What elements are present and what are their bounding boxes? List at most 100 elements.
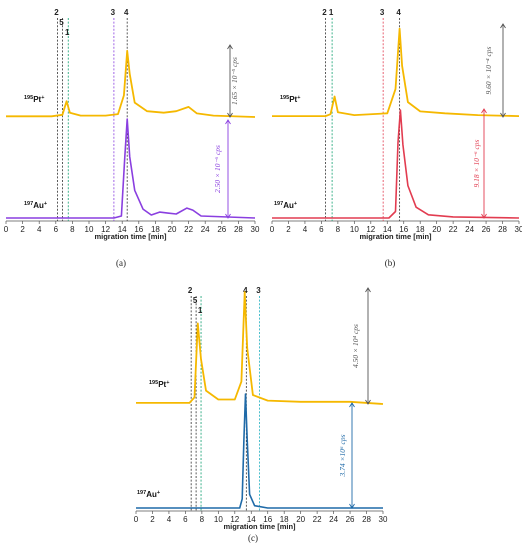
x-tick-label: 8	[336, 225, 341, 234]
peak-marker-label: 1	[65, 28, 70, 37]
x-tick-label: 4	[303, 225, 308, 234]
peak-marker-label: 5	[59, 18, 64, 27]
peak-marker-label: 2	[188, 286, 193, 295]
scale-arrow-top	[365, 287, 371, 293]
x-tick-label: 24	[329, 515, 338, 524]
x-tick-label: 26	[217, 225, 226, 234]
x-tick-label: 16	[134, 225, 143, 234]
series-line-pt	[6, 49, 256, 118]
scale-label: 3.74 ×10⁶ cps	[338, 434, 347, 477]
x-tick-label: 26	[346, 515, 355, 524]
x-axis-label: migration time [min]	[359, 232, 432, 241]
scale-arrow-bottom	[227, 112, 233, 118]
panel-label: (c)	[248, 533, 258, 543]
x-tick-label: 16	[263, 515, 272, 524]
peak-marker-label: 3	[111, 8, 116, 17]
x-tick-label: 22	[313, 515, 322, 524]
x-tick-label: 6	[319, 225, 324, 234]
x-tick-label: 12	[101, 225, 110, 234]
x-axis-label: migration time [min]	[94, 232, 167, 241]
peak-marker-label: 5	[193, 296, 198, 305]
series-line-au	[6, 118, 256, 219]
peak-marker-label: 2	[322, 8, 327, 17]
x-tick-label: 22	[449, 225, 458, 234]
scale-label: 9.18 × 10⁻⁶ cps	[472, 139, 481, 187]
scale-arrow-bottom	[500, 112, 506, 118]
x-tick-label: 28	[498, 225, 507, 234]
x-tick-label: 2	[150, 515, 155, 524]
series-line-pt	[272, 27, 520, 117]
scale-label: 4.50 × 10⁴ cps	[351, 324, 360, 368]
scale-label: 2.50 × 10⁻⁶ cps	[213, 145, 222, 193]
peak-marker-label: 2	[54, 8, 59, 17]
x-tick-label: 14	[118, 225, 127, 234]
x-tick-label: 30	[379, 515, 388, 524]
x-tick-label: 30	[251, 225, 260, 234]
x-tick-label: 4	[167, 515, 172, 524]
ion-label-pt: 195Pt+	[280, 95, 300, 104]
series-line-au	[272, 109, 520, 219]
x-tick-label: 12	[230, 515, 239, 524]
x-tick-label: 28	[234, 225, 243, 234]
scale-arrow-top	[225, 119, 231, 125]
x-tick-label: 6	[54, 225, 59, 234]
x-tick-label: 18	[280, 515, 289, 524]
peak-marker-label: 4	[243, 286, 248, 295]
series-line-au	[136, 393, 383, 509]
x-axis-label: migration time [min]	[223, 522, 296, 531]
ion-label-au: 197Au+	[274, 201, 297, 210]
x-tick-label: 20	[432, 225, 441, 234]
scale-label: 1.65 × 10⁻⁵ cps	[230, 57, 239, 105]
x-tick-label: 22	[184, 225, 193, 234]
x-tick-label: 0	[270, 225, 275, 234]
scale-arrow-bottom	[481, 213, 487, 219]
x-tick-label: 0	[4, 225, 9, 234]
x-tick-label: 12	[366, 225, 375, 234]
scale-arrow-bottom	[349, 503, 355, 509]
ion-label-au: 197Au+	[24, 201, 47, 210]
scale-arrow-bottom	[225, 213, 231, 219]
x-tick-label: 8	[200, 515, 205, 524]
ion-label-au: 197Au+	[137, 490, 160, 499]
panel-label: (a)	[116, 258, 126, 268]
x-tick-label: 14	[383, 225, 392, 234]
x-tick-label: 14	[247, 515, 256, 524]
peak-marker-label: 3	[380, 8, 385, 17]
x-tick-label: 30	[515, 225, 522, 234]
scale-arrow-top	[227, 44, 233, 50]
scale-arrow-bottom	[365, 399, 371, 405]
series-line-pt	[136, 291, 384, 405]
x-tick-label: 20	[296, 515, 305, 524]
scale-arrow-top	[481, 108, 487, 114]
peak-marker-label: 4	[396, 8, 401, 17]
x-tick-label: 18	[151, 225, 160, 234]
x-tick-label: 28	[362, 515, 371, 524]
peak-marker-label: 1	[329, 8, 334, 17]
x-tick-label: 2	[20, 225, 25, 234]
x-tick-label: 0	[134, 515, 139, 524]
x-tick-label: 10	[85, 225, 94, 234]
x-tick-label: 24	[201, 225, 210, 234]
x-tick-label: 6	[183, 515, 188, 524]
scale-arrow-top	[500, 23, 506, 29]
x-tick-label: 24	[465, 225, 474, 234]
x-tick-label: 18	[416, 225, 425, 234]
scale-label: 9.60 × 10⁻⁴ cps	[484, 46, 493, 94]
peak-marker-label: 4	[124, 8, 129, 17]
panel-label: (b)	[385, 258, 396, 268]
x-tick-label: 2	[286, 225, 291, 234]
x-tick-label: 10	[350, 225, 359, 234]
peak-marker-label: 1	[198, 306, 203, 315]
ion-label-pt: 195Pt+	[149, 380, 169, 389]
peak-marker-label: 3	[256, 286, 261, 295]
x-tick-label: 4	[37, 225, 42, 234]
ion-label-pt: 195Pt+	[24, 95, 44, 104]
scale-arrow-top	[349, 402, 355, 408]
x-tick-label: 8	[70, 225, 75, 234]
x-tick-label: 16	[399, 225, 408, 234]
x-tick-label: 26	[482, 225, 491, 234]
